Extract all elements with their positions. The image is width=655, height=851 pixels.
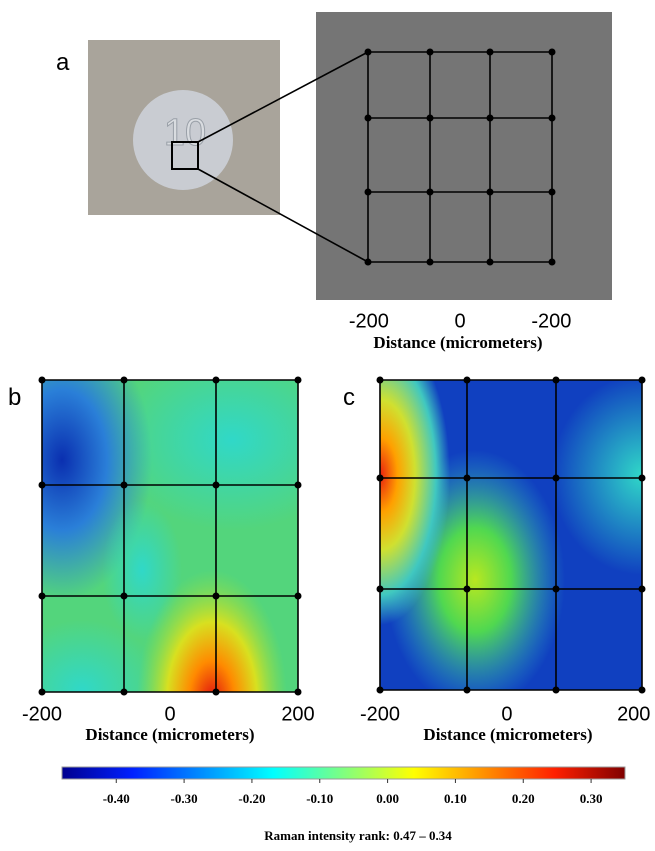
grid-node-dot <box>638 686 646 694</box>
grid-node-dot <box>548 258 556 266</box>
grid-node-dot <box>552 474 560 482</box>
grid-node-dot <box>486 48 494 56</box>
grid-node-dot <box>120 592 128 600</box>
x-tick-label: -200 <box>531 310 571 332</box>
grid-node-dot <box>38 481 46 489</box>
grid-node-dot <box>120 481 128 489</box>
heatmap-b <box>42 380 298 692</box>
panel-label: b <box>8 384 21 411</box>
micrograph <box>316 12 612 300</box>
x-tick-label: 0 <box>501 703 512 725</box>
grid-node-dot <box>376 686 384 694</box>
grid-node-dot <box>364 114 372 122</box>
grid-node-dot <box>463 686 471 694</box>
grid-node-dot <box>212 481 220 489</box>
grid-node-dot <box>548 48 556 56</box>
grid-node-dot <box>376 474 384 482</box>
x-tick-label: 200 <box>281 703 314 725</box>
colorbar-tick-label: -0.10 <box>306 791 333 806</box>
grid-node-dot <box>364 188 372 196</box>
x-tick-label: -200 <box>360 703 400 725</box>
grid-node-dot <box>294 481 302 489</box>
x-tick-label: 0 <box>455 310 466 332</box>
grid-node-dot <box>294 376 302 384</box>
grid-node-dot <box>552 585 560 593</box>
x-tick-label: -200 <box>22 703 62 725</box>
x-tick-label: 200 <box>617 703 650 725</box>
grid-node-dot <box>212 376 220 384</box>
grid-node-dot <box>294 688 302 696</box>
panel-label: c <box>343 384 355 411</box>
grid-node-dot <box>486 258 494 266</box>
grid-node-dot <box>548 188 556 196</box>
grid-node-dot <box>376 376 384 384</box>
grid-node-dot <box>463 474 471 482</box>
grid-node-dot <box>364 258 372 266</box>
grid-node-dot <box>212 688 220 696</box>
grid-node-dot <box>638 474 646 482</box>
zoom-box <box>171 141 199 170</box>
grid-node-dot <box>212 592 220 600</box>
tablet <box>133 90 233 190</box>
heatmap-c <box>380 380 642 690</box>
colorbar-tick-label: -0.40 <box>103 791 130 806</box>
grid-node-dot <box>376 585 384 593</box>
grid-node-dot <box>120 688 128 696</box>
axis-title: Distance (micrometers) <box>423 725 592 744</box>
grid-node-dot <box>426 258 434 266</box>
colorbar-tick-label: 0.30 <box>580 791 603 806</box>
grid-node-dot <box>463 585 471 593</box>
axis-title: Distance (micrometers) <box>373 333 542 352</box>
panel-label: a <box>56 49 70 76</box>
colorbar-tick-label: 0.10 <box>444 791 467 806</box>
grid-node-dot <box>552 376 560 384</box>
grid-node-dot <box>426 48 434 56</box>
grid-node-dot <box>294 592 302 600</box>
colorbar-title: Raman intensity rank: 0.47 – 0.34 <box>264 828 452 843</box>
grid-node-dot <box>426 188 434 196</box>
grid-node-dot <box>552 686 560 694</box>
colorbar-tick-label: -0.30 <box>171 791 198 806</box>
grid-node-dot <box>364 48 372 56</box>
zoom-lines <box>197 51 369 263</box>
grid-node-dot <box>463 376 471 384</box>
grid-node-dot <box>120 376 128 384</box>
grid-a <box>367 51 553 263</box>
x-tick-label: 0 <box>164 703 175 725</box>
micrograph-texture <box>316 12 612 300</box>
grid-node-dot <box>38 376 46 384</box>
tablet-text: 10 <box>164 112 206 154</box>
grid-node-dot <box>638 585 646 593</box>
x-tick-label: -200 <box>349 310 389 332</box>
grid-node-dot <box>548 114 556 122</box>
colorbar-tick-label: 0.20 <box>512 791 535 806</box>
grid-node-dot <box>638 376 646 384</box>
grid-node-dot <box>426 114 434 122</box>
grid-node-dot <box>38 688 46 696</box>
colorbar <box>61 766 626 780</box>
grid-node-dot <box>486 188 494 196</box>
axis-title: Distance (micrometers) <box>85 725 254 744</box>
grid-node-dot <box>38 592 46 600</box>
grid-node-dot <box>486 114 494 122</box>
colorbar-tick-label: 0.00 <box>376 791 399 806</box>
colorbar-tick-label: -0.20 <box>238 791 265 806</box>
